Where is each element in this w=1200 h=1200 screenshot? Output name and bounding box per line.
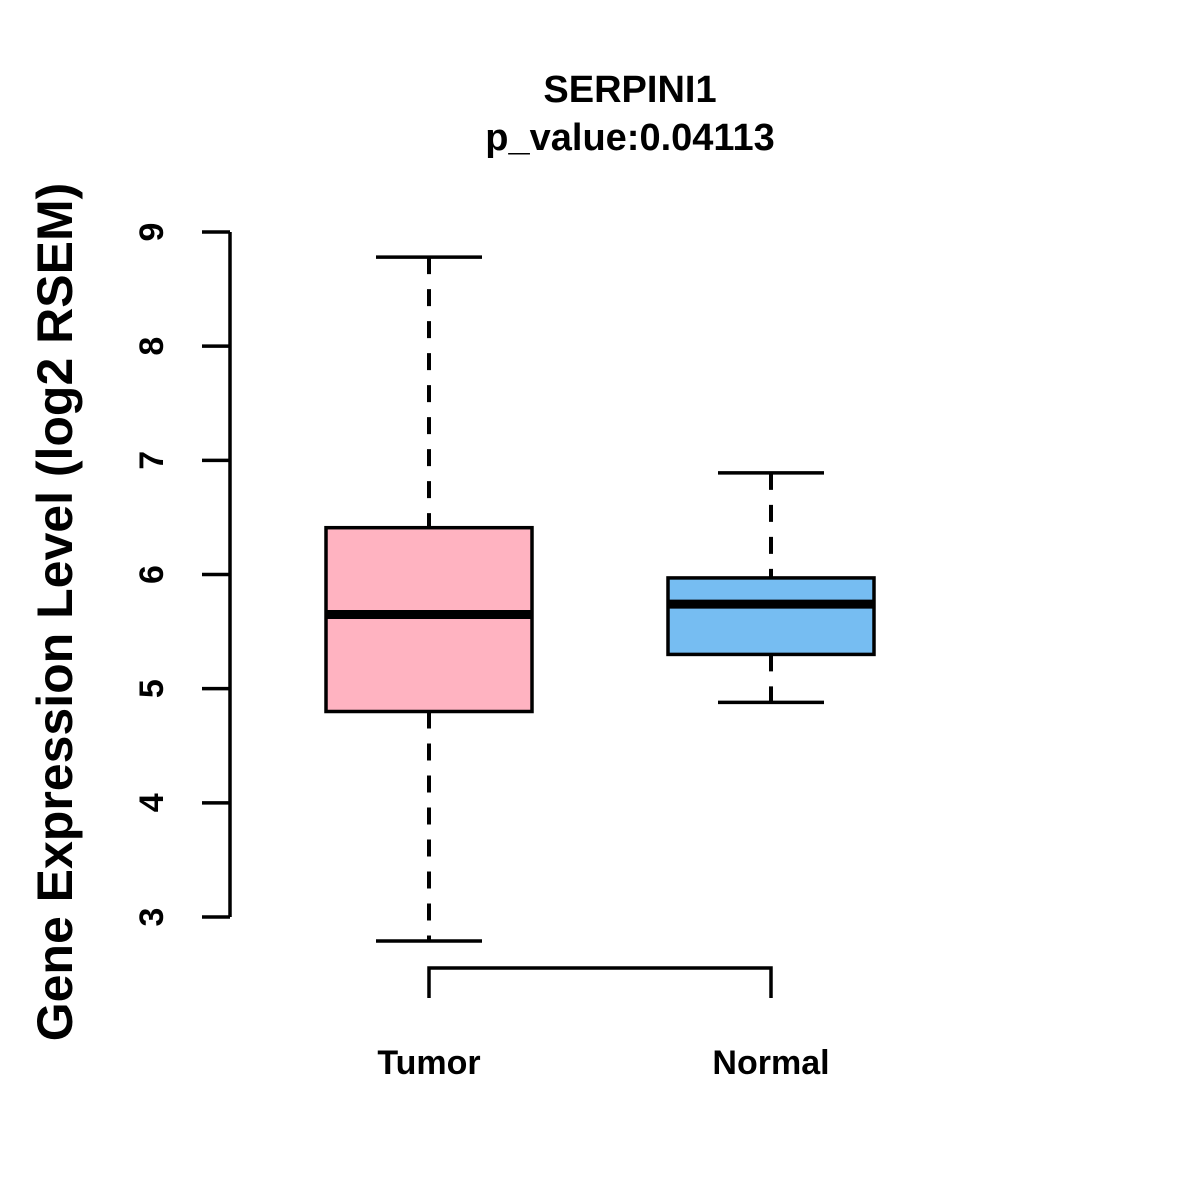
- y-tick-label: 4: [133, 793, 171, 812]
- y-tick-label: 5: [133, 679, 171, 698]
- x-label-tumor: Tumor: [377, 1044, 481, 1082]
- y-tick-label: 6: [133, 565, 171, 584]
- chart-title: SERPINI1: [543, 69, 717, 111]
- box-tumor: [324, 525, 534, 714]
- chart-subtitle: p_value:0.04113: [485, 117, 775, 159]
- y-tick-label: 7: [133, 451, 171, 470]
- y-tick-label: 8: [133, 337, 171, 356]
- box-normal: [666, 576, 876, 657]
- y-tick-label: 3: [133, 908, 171, 927]
- y-tick-label: 9: [133, 223, 171, 242]
- significance-bracket: [427, 966, 773, 998]
- chart-title-block: SERPINI1 p_value:0.04113: [485, 66, 774, 162]
- x-label-normal: Normal: [712, 1044, 830, 1082]
